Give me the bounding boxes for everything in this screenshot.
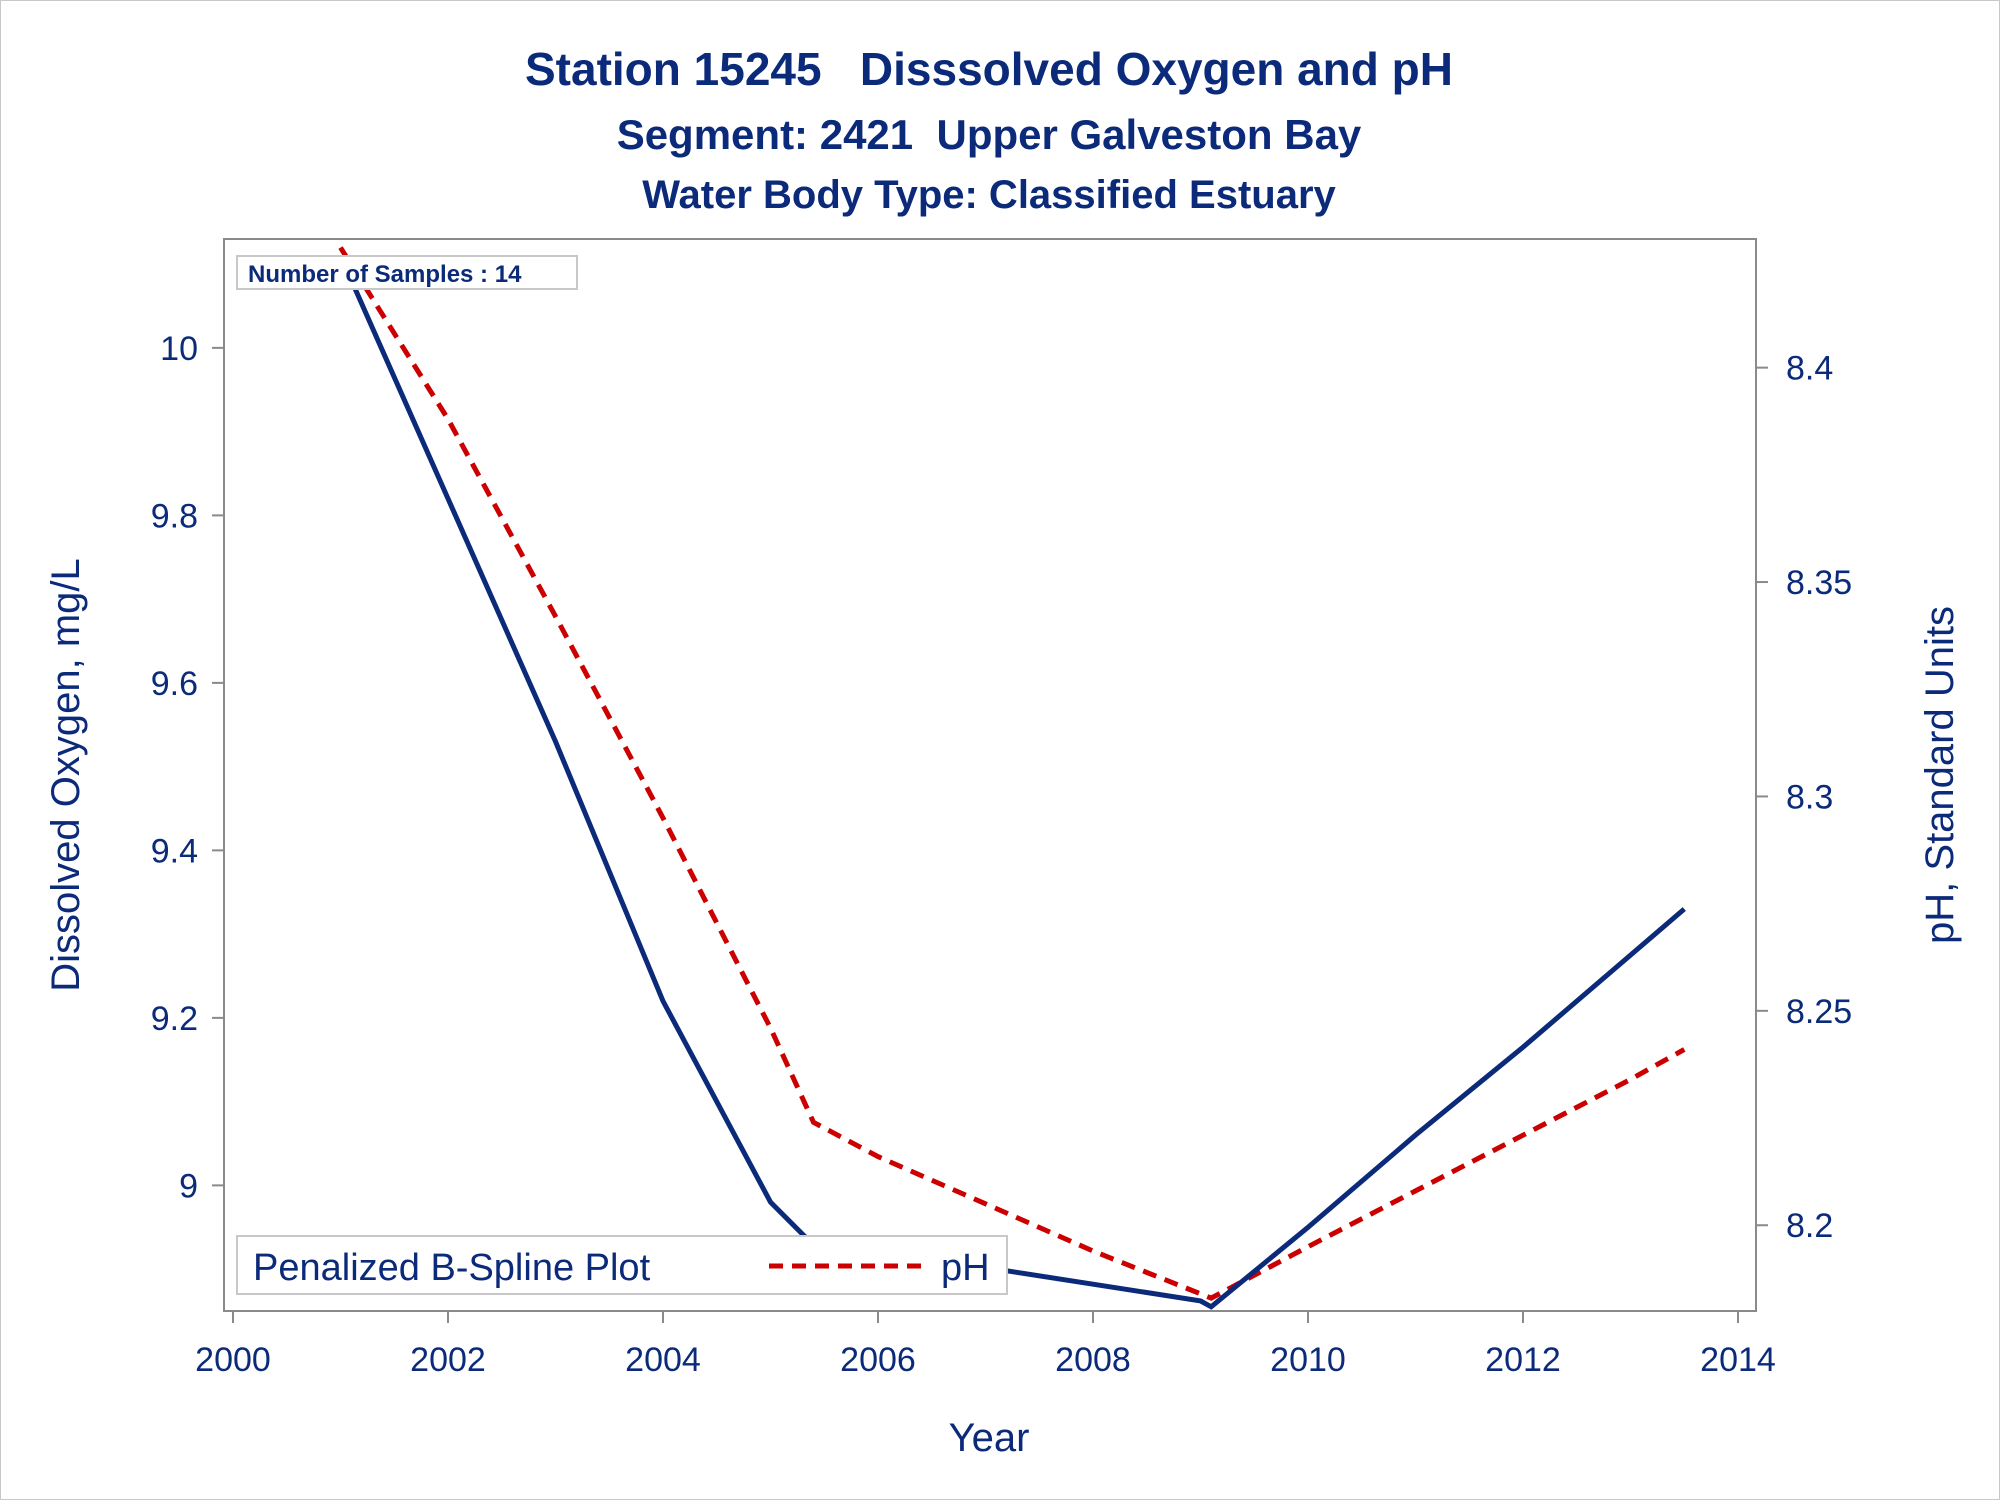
x-tick-label: 2002 (410, 1341, 486, 1379)
x-tick-label: 2012 (1485, 1341, 1561, 1379)
legend-title: Penalized B-Spline Plot (253, 1247, 651, 1289)
left-y-tick-label: 9.4 (151, 832, 198, 870)
x-tick-label: 2008 (1055, 1341, 1131, 1379)
left-y-axis: 9 9.2 9.4 9.6 9.8 10 (151, 330, 224, 1205)
series-dissolved-oxygen-line (338, 254, 1686, 1310)
x-tick-label: 2014 (1700, 1341, 1776, 1379)
x-tick-label: 2006 (840, 1341, 916, 1379)
left-y-tick-label: 9 (179, 1167, 198, 1205)
legend-ph-label: pH (941, 1247, 990, 1289)
chart-title: Station 15245 Disssolved Oxygen and pH (525, 43, 1453, 95)
left-y-tick-label: 10 (160, 330, 198, 368)
legend-box (236, 1235, 1008, 1295)
sample-count-label: Number of Samples : 14 (248, 261, 522, 288)
x-tick-label: 2000 (195, 1341, 271, 1379)
x-axis-label: Year (949, 1416, 1030, 1460)
sample-count-box (236, 255, 578, 290)
right-y-tick-label: 8.35 (1786, 564, 1852, 602)
chart-subtitle-2: Water Body Type: Classified Estuary (642, 173, 1336, 217)
x-axis: 2000 2002 2004 2006 2008 2010 2012 2014 (195, 1311, 1776, 1379)
left-y-tick-label: 9.8 (151, 497, 198, 535)
right-y-axis-label: pH, Standard Units (1918, 606, 1962, 944)
left-y-tick-label: 9.6 (151, 665, 198, 703)
right-y-axis: 8.2 8.25 8.3 8.35 8.4 (1756, 350, 1852, 1245)
right-y-tick-label: 8.2 (1786, 1207, 1833, 1245)
plot-area (223, 238, 1757, 1312)
chart-subtitle: Segment: 2421 Upper Galveston Bay (617, 111, 1362, 158)
right-y-tick-label: 8.25 (1786, 993, 1852, 1031)
x-tick-label: 2004 (625, 1341, 701, 1379)
right-y-tick-label: 8.4 (1786, 350, 1833, 388)
series-ph-line (338, 246, 1686, 1301)
x-tick-label: 2010 (1270, 1341, 1346, 1379)
left-y-axis-label: Dissolved Oxygen, mg/L (44, 558, 88, 992)
right-y-tick-label: 8.3 (1786, 778, 1833, 816)
left-y-tick-label: 9.2 (151, 1000, 198, 1038)
